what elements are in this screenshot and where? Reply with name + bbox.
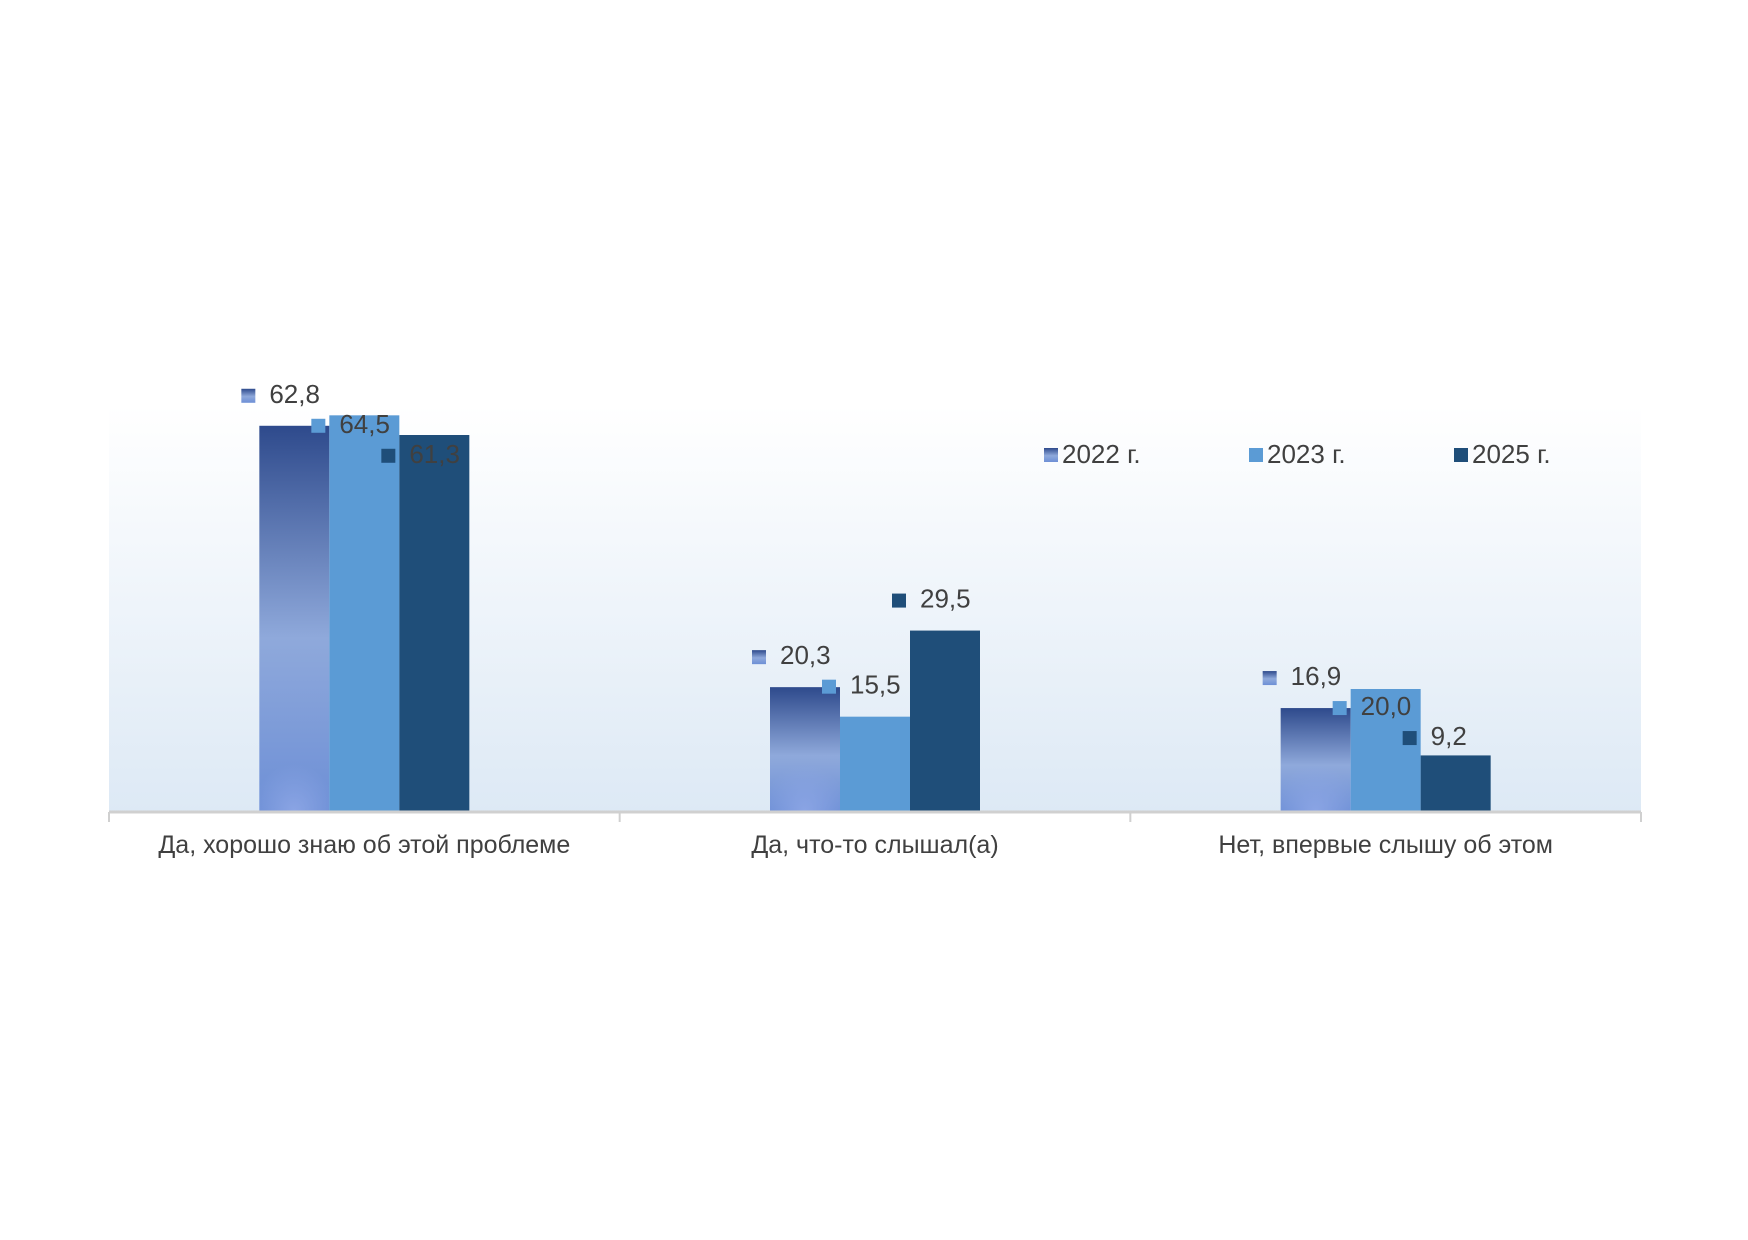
data-label-marker: [752, 650, 766, 665]
data-label: 61,3: [409, 439, 460, 469]
data-label: 29,5: [920, 584, 971, 614]
bar-glow-3: [1280, 732, 1351, 812]
x-tick-label: Да, хорошо знаю об этой проблеме: [158, 831, 570, 859]
legend-marker: [1249, 448, 1263, 462]
data-label-marker: [1262, 671, 1277, 686]
x-tick-label: Да, что-то слышал(а): [751, 831, 998, 859]
bar-3-2: [910, 630, 980, 812]
data-label: 9,2: [1431, 721, 1467, 751]
data-label-marker: [1402, 731, 1417, 746]
data-label: 16,9: [1291, 661, 1342, 691]
bar-3-1: [399, 435, 470, 812]
data-label: 64,5: [339, 409, 390, 439]
data-label: 20,0: [1361, 691, 1412, 721]
data-label-marker: [311, 418, 326, 433]
bar-glow-1: [259, 732, 330, 812]
x-tick-label: Нет, впервые слышу об этом: [1218, 831, 1553, 859]
legend-label: 2022 г.: [1062, 439, 1141, 469]
bar-2-1: [329, 415, 400, 812]
data-label: 15,5: [850, 670, 901, 700]
legend-marker: [1454, 448, 1468, 462]
bar-3-3: [1420, 755, 1491, 812]
data-label-marker: [241, 388, 256, 403]
legend-label: 2023 г.: [1267, 439, 1346, 469]
bar-2-2: [840, 716, 910, 812]
data-label: 20,3: [780, 640, 831, 670]
data-label-marker: [381, 448, 396, 463]
data-label-marker: [892, 593, 906, 608]
bar-2-3: [1350, 689, 1421, 812]
legend-marker: [1044, 448, 1058, 462]
data-label: 62,8: [269, 379, 320, 409]
data-label-marker: [822, 679, 836, 694]
data-label-marker: [1332, 701, 1347, 716]
bar-glow-2: [770, 732, 840, 812]
legend-label: 2025 г.: [1472, 439, 1551, 469]
